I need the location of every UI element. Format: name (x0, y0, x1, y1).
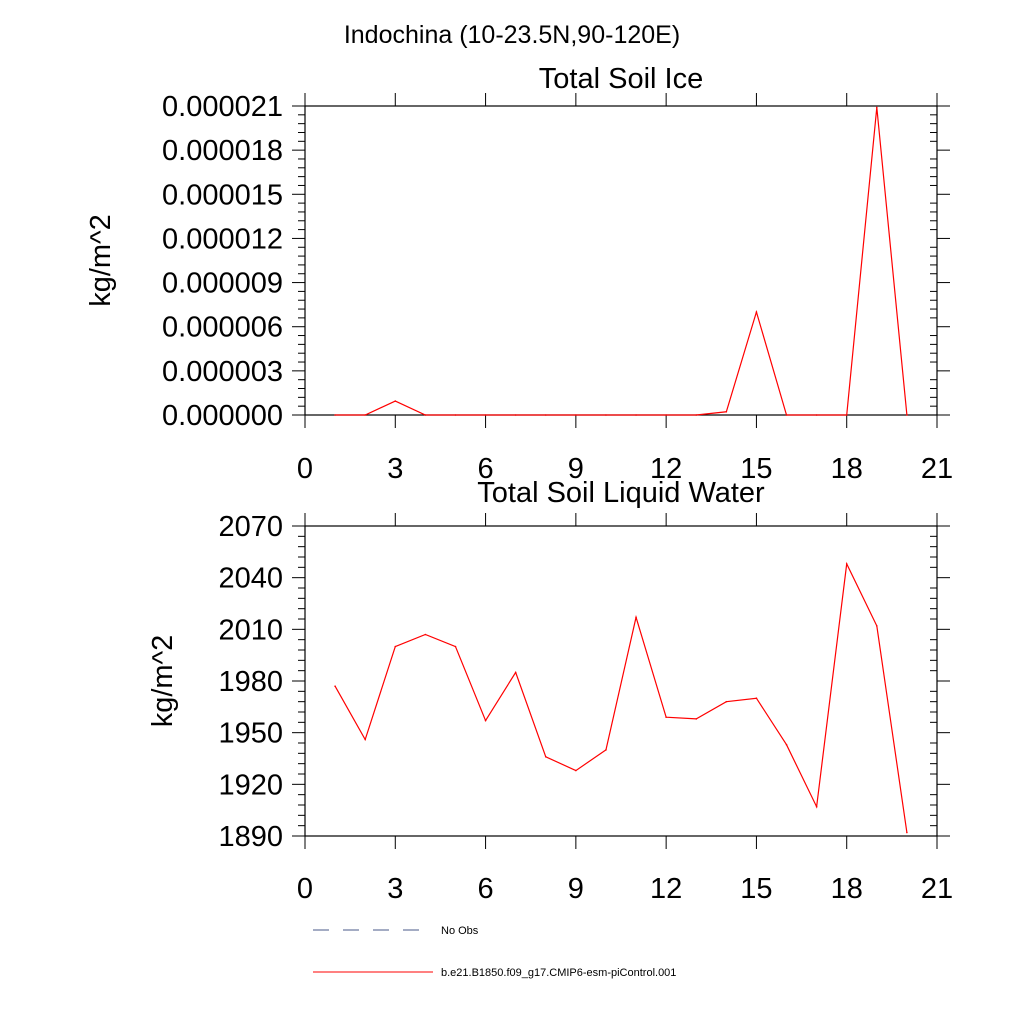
data-point (695, 414, 698, 416)
legend-item: No Obs (313, 925, 479, 937)
panel-title: Total Soil Ice (539, 63, 703, 95)
data-point (906, 831, 908, 834)
data-point (876, 106, 878, 109)
y-tick-label: 0.000012 (162, 223, 283, 255)
y-tick-label: 0.000009 (162, 268, 283, 300)
data-point (454, 414, 457, 416)
y-tick-label: 1920 (218, 769, 283, 801)
x-tick-label: 9 (568, 873, 584, 905)
y-tick-label: 0.000018 (162, 135, 283, 167)
chart-panels: Total Soil Ice 0 3 6 9 12 15 18 21 0.000000 0.0000… (85, 63, 953, 905)
data-point (575, 769, 577, 772)
data-point (635, 414, 637, 416)
data-point (364, 738, 366, 741)
data-point (514, 671, 517, 674)
data-point (424, 633, 427, 636)
legend-label: b.e21.B1850.f09_g17.CMIP6-esm-piControl.… (441, 967, 676, 979)
data-point (755, 697, 758, 700)
x-tick-label: 15 (740, 453, 772, 485)
y-tick-label: 1980 (218, 666, 283, 698)
data-point (394, 645, 397, 648)
x-tick-label: 0 (297, 453, 313, 485)
data-point (815, 414, 818, 416)
y-axis-label: kg/m^2 (85, 214, 117, 307)
data-point (484, 719, 487, 722)
data-point (605, 414, 607, 416)
series-line (334, 561, 908, 833)
x-tick-label: 6 (478, 453, 494, 485)
x-tick-label: 21 (921, 873, 953, 905)
legend-label: No Obs (441, 925, 479, 937)
data-point (334, 685, 336, 687)
data-point (725, 410, 728, 413)
data-point (845, 563, 848, 565)
data-point (785, 743, 788, 746)
y-tick-label: 0.000021 (162, 91, 283, 123)
data-point (334, 414, 336, 416)
data-point (635, 616, 637, 619)
data-point (755, 311, 758, 313)
data-point (845, 414, 848, 416)
x-tick-label: 3 (387, 873, 403, 905)
y-tick-label: 1950 (218, 718, 283, 750)
legend: No Obs b.e21.B1850.f09_g17.CMIP6-esm-piCo… (313, 925, 676, 979)
data-point (665, 414, 667, 416)
y-tick-label: 1890 (218, 821, 283, 853)
y-tick-label: 0.000000 (162, 400, 283, 432)
chart-panel-2: Total Soil Liquid Water 0 3 6 9 12 15 18 21 1890 1… (147, 477, 953, 905)
data-point (605, 749, 607, 751)
data-point (906, 414, 908, 416)
x-tick-label: 12 (650, 873, 682, 905)
panel-title: Total Soil Liquid Water (477, 477, 765, 509)
y-tick-label: 0.000015 (162, 179, 283, 211)
x-tick-label: 9 (568, 453, 584, 485)
x-tick-label: 15 (740, 873, 772, 905)
data-point (815, 805, 818, 808)
x-tick-label: 12 (650, 453, 682, 485)
series-line (335, 107, 908, 416)
data-point (544, 414, 547, 416)
x-tick-label: 18 (831, 873, 863, 905)
y-tick-label: 2010 (218, 614, 283, 646)
y-tick-label: 2070 (218, 511, 283, 543)
y-tick-label: 0.000006 (162, 312, 283, 344)
chart-panel-1: Total Soil Ice 0 3 6 9 12 15 18 21 0.000000 0.0000… (85, 63, 953, 485)
data-point (876, 625, 878, 627)
data-point (695, 718, 698, 720)
data-point (575, 414, 577, 416)
data-point (394, 400, 397, 402)
y-tick-label: 0.000003 (162, 356, 283, 388)
legend-item: b.e21.B1850.f09_g17.CMIP6-esm-piControl.… (313, 967, 676, 979)
data-point (424, 414, 427, 416)
x-tick-label: 3 (387, 453, 403, 485)
y-tick-label: 2040 (218, 563, 283, 595)
y-axis-label: kg/m^2 (147, 635, 179, 728)
x-tick-label: 21 (921, 453, 953, 485)
data-point (665, 716, 667, 718)
data-point (364, 414, 366, 416)
data-point (785, 414, 788, 416)
data-point (725, 700, 728, 703)
data-point (484, 414, 487, 416)
plot-frame (304, 105, 938, 416)
x-tick-label: 18 (831, 453, 863, 485)
x-tick-label: 0 (297, 873, 313, 905)
data-point (514, 414, 517, 416)
x-tick-label: 6 (478, 873, 494, 905)
figure-title: Indochina (10-23.5N,90-120E) (344, 21, 680, 49)
data-point (454, 645, 457, 648)
data-point (544, 755, 547, 758)
